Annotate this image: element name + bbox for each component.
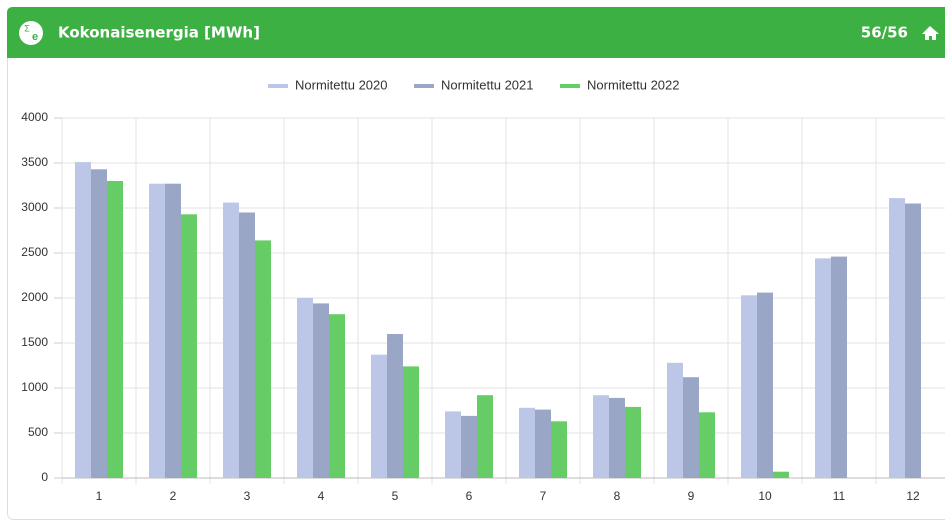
bar <box>91 169 107 478</box>
bar <box>551 421 567 478</box>
x-tick-label: 12 <box>906 489 920 503</box>
bar <box>593 395 609 478</box>
x-tick-label: 5 <box>392 489 399 503</box>
x-tick-label: 11 <box>833 489 846 503</box>
bar <box>461 416 477 478</box>
bar <box>741 295 757 478</box>
bar <box>625 407 641 478</box>
bar <box>329 314 345 478</box>
y-tick-label: 2500 <box>21 245 48 259</box>
bar <box>239 213 255 479</box>
bar <box>815 258 831 478</box>
bar <box>889 198 905 478</box>
y-tick-label: 4000 <box>21 110 48 124</box>
bar <box>519 408 535 478</box>
legend-label: Normitettu 2022 <box>587 77 680 92</box>
x-tick-label: 2 <box>170 489 177 503</box>
x-tick-label: 10 <box>758 489 772 503</box>
y-tick-label: 500 <box>28 425 48 439</box>
bar <box>905 204 921 479</box>
bar <box>297 298 313 478</box>
bar <box>445 411 461 478</box>
bar <box>477 395 493 478</box>
x-tick-label: 6 <box>466 489 473 503</box>
icon-sub: e <box>32 31 38 43</box>
bar <box>181 214 197 478</box>
legend-label: Normitettu 2021 <box>441 77 534 92</box>
bar <box>773 472 789 478</box>
x-tick-label: 7 <box>540 489 547 503</box>
bar <box>223 203 239 478</box>
y-tick-label: 2000 <box>21 290 48 304</box>
y-tick-label: 3500 <box>21 155 48 169</box>
x-tick-label: 4 <box>318 489 325 503</box>
bar <box>699 412 715 478</box>
x-tick-label: 1 <box>96 489 103 503</box>
bar <box>683 377 699 478</box>
bar <box>831 257 847 478</box>
y-tick-label: 3000 <box>21 200 48 214</box>
y-tick-label: 0 <box>41 470 48 484</box>
bar <box>667 363 683 478</box>
y-tick-label: 1000 <box>21 380 48 394</box>
bar <box>313 303 329 478</box>
icon-symbol: Σ <box>24 23 30 33</box>
header-title: Kokonaisenergia [MWh] <box>58 24 260 42</box>
page-indicator[interactable]: 56/56 <box>861 24 908 42</box>
bar <box>387 334 403 478</box>
legend-label: Normitettu 2020 <box>295 77 388 92</box>
x-tick-label: 3 <box>244 489 251 503</box>
bar <box>165 184 181 478</box>
bar <box>757 293 773 478</box>
bar <box>149 184 165 478</box>
bar <box>403 366 419 478</box>
bar <box>609 398 625 478</box>
bar <box>255 240 271 478</box>
bar <box>107 181 123 478</box>
bar <box>75 162 91 478</box>
x-tick-label: 9 <box>688 489 695 503</box>
y-tick-label: 1500 <box>21 335 48 349</box>
bar <box>371 355 387 478</box>
bar <box>535 410 551 478</box>
x-tick-label: 8 <box>614 489 621 503</box>
